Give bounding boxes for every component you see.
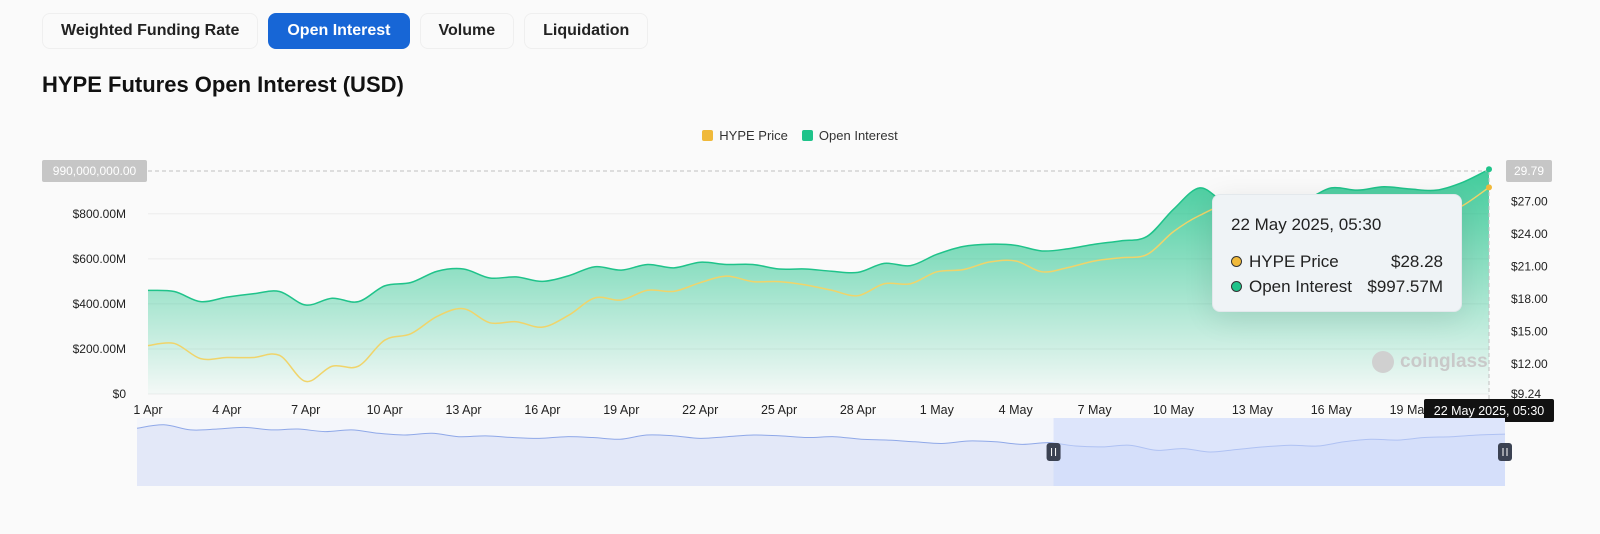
tooltip-date: 22 May 2025, 05:30 [1231, 215, 1382, 234]
tab-volume[interactable]: Volume [419, 13, 515, 49]
legend-label: Open Interest [818, 128, 898, 143]
legend-item-hype-price[interactable]: HYPE Price [702, 128, 788, 143]
x-tick-label: 19 May [1390, 403, 1432, 417]
tooltip-dot-price [1231, 256, 1242, 267]
tooltip-value: $997.57M [1367, 276, 1443, 296]
x-tick-label: 13 Apr [445, 403, 481, 417]
y-right-tick-label: $12.00 [1511, 357, 1548, 371]
x-tick-label: 10 Apr [367, 403, 403, 417]
navigator-selection[interactable] [1053, 418, 1505, 486]
tooltip-label: HYPE Price [1249, 251, 1339, 271]
x-tick-label: 28 Apr [840, 403, 876, 417]
coinglass-watermark: coinglass [1372, 351, 1488, 373]
x-tick-label: 10 May [1153, 403, 1195, 417]
tooltip-dot-oi [1231, 281, 1242, 292]
chart-title: HYPE Futures Open Interest (USD) [42, 72, 404, 97]
tab-bar: Weighted Funding Rate Open Interest Volu… [42, 13, 649, 49]
y-right-tick-label: $27.00 [1511, 194, 1548, 208]
x-tick-label: 16 May [1311, 403, 1353, 417]
x-pointer-box [1424, 399, 1554, 422]
legend-swatch-open-interest [801, 130, 813, 141]
legend-label: HYPE Price [719, 128, 788, 143]
tab-open-interest[interactable]: Open Interest [268, 13, 410, 49]
x-tick-label: 1 May [920, 403, 955, 417]
y-left-tick-label: $0 [113, 387, 127, 401]
axes: $0 $200.00M $400.00M $600.00M $800.00M $9.24 $… [42, 160, 1554, 422]
x-tick-label: 4 May [999, 403, 1034, 417]
y-right-tick-label: $15.00 [1511, 324, 1548, 338]
x-tick-label: 7 Apr [291, 403, 320, 417]
x-tick-label: 16 Apr [524, 403, 560, 417]
y-left-tick-label: $800.00M [73, 207, 126, 221]
x-tick-label: 19 Apr [603, 403, 639, 417]
chart-legend: HYPE Price Open Interest [0, 128, 1600, 143]
x-pointer-label: 22 May 2025, 05:30 [1434, 404, 1545, 418]
tooltip-value: $28.28 [1391, 251, 1443, 271]
hype-price-point [1486, 184, 1492, 191]
y-left-tick-label: $200.00M [73, 342, 126, 356]
navigator-handle-left[interactable] [1046, 443, 1061, 461]
x-tick-label: 7 May [1078, 403, 1113, 417]
y-right-tick-label: $9.24 [1511, 387, 1541, 401]
y-right-pointer-box [1506, 160, 1552, 182]
tooltip-row-open-interest: Open Interest $997.57M [1231, 274, 1443, 299]
x-tick-label: 25 Apr [761, 403, 797, 417]
open-interest-point [1486, 166, 1492, 173]
x-tick-label: 22 Apr [682, 403, 718, 417]
navigator-handle-right[interactable] [1498, 443, 1512, 461]
x-tick-label: 1 Apr [133, 403, 162, 417]
y-right-tick-label: $24.00 [1511, 227, 1548, 241]
tooltip-row-hype-price: HYPE Price $28.28 [1231, 249, 1443, 274]
y-left-tick-label: $600.00M [73, 252, 126, 266]
tab-liquidation[interactable]: Liquidation [524, 13, 649, 49]
y-left-tick-label: $400.00M [73, 297, 126, 311]
open-interest-area [148, 169, 1489, 394]
y-right-pointer-label: 29.79 [1514, 164, 1544, 178]
x-tick-label: 4 Apr [212, 403, 241, 417]
y-right-tick-label: $21.00 [1511, 259, 1548, 273]
tab-weighted-funding-rate[interactable]: Weighted Funding Rate [42, 13, 259, 49]
coinglass-logo-icon [1372, 351, 1394, 373]
y-right-tick-label: $18.00 [1511, 292, 1548, 306]
y-left-pointer-label: 990,000,000.00 [53, 164, 137, 178]
chart-tooltip: 22 May 2025, 05:30 HYPE Price $28.28 Ope… [1212, 194, 1462, 312]
legend-swatch-hype-price [702, 130, 714, 141]
legend-item-open-interest[interactable]: Open Interest [801, 128, 898, 143]
y-left-pointer-box [42, 160, 147, 182]
x-tick-label: 13 May [1232, 403, 1274, 417]
watermark-text: coinglass [1400, 351, 1488, 372]
navigator[interactable] [136, 418, 1512, 486]
tooltip-label-wrap: Open Interest [1231, 277, 1352, 297]
tooltip-label: Open Interest [1249, 276, 1353, 296]
tooltip-label-wrap: HYPE Price [1231, 252, 1339, 272]
